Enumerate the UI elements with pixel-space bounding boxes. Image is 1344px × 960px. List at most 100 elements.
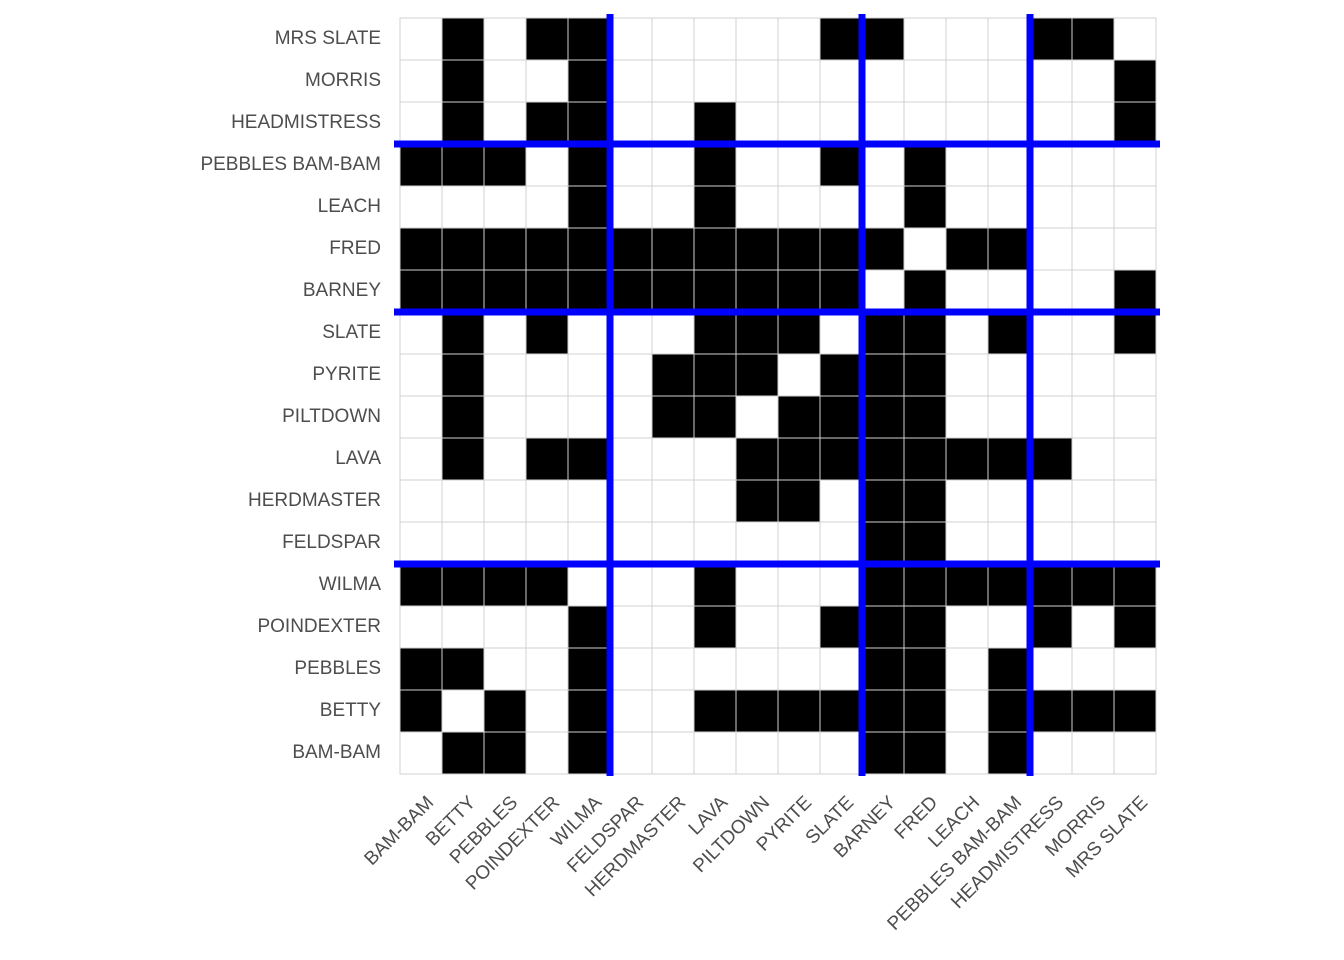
cell <box>651 395 695 439</box>
cell <box>1113 269 1157 313</box>
cell <box>987 59 1031 103</box>
cell <box>693 227 737 271</box>
cell <box>819 521 863 565</box>
cell <box>525 731 569 775</box>
cell <box>1071 143 1115 187</box>
cell <box>441 479 485 523</box>
cell <box>441 185 485 229</box>
cell <box>525 479 569 523</box>
cell <box>735 521 779 565</box>
cell <box>1029 437 1073 481</box>
cell <box>1029 101 1073 145</box>
cell <box>861 17 905 61</box>
cell <box>651 605 695 649</box>
y-tick-label: FELDSPAR <box>282 532 381 553</box>
cell <box>987 101 1031 145</box>
cell <box>861 143 905 187</box>
cell <box>651 353 695 397</box>
cell <box>441 17 485 61</box>
cell <box>903 101 947 145</box>
cell <box>1113 605 1157 649</box>
cell <box>777 311 821 355</box>
cell <box>1029 227 1073 271</box>
cell <box>987 269 1031 313</box>
cell <box>483 731 527 775</box>
cell <box>735 353 779 397</box>
cell <box>1071 311 1115 355</box>
cell <box>525 395 569 439</box>
cell <box>609 269 653 313</box>
cell <box>441 689 485 733</box>
cell <box>903 143 947 187</box>
cell <box>651 59 695 103</box>
cell <box>735 227 779 271</box>
cell <box>945 647 989 691</box>
cell <box>693 479 737 523</box>
cell <box>1071 605 1115 649</box>
cell <box>567 479 611 523</box>
cell <box>525 311 569 355</box>
cell <box>399 731 443 775</box>
cell <box>861 353 905 397</box>
cell <box>651 437 695 481</box>
cell <box>567 353 611 397</box>
cell <box>777 605 821 649</box>
cell <box>861 185 905 229</box>
cell <box>651 143 695 187</box>
cell <box>693 59 737 103</box>
cell <box>735 311 779 355</box>
cell <box>399 227 443 271</box>
y-tick-label: PILTDOWN <box>282 406 381 427</box>
cell <box>1113 563 1157 607</box>
cell <box>567 269 611 313</box>
cell <box>735 101 779 145</box>
cell <box>945 731 989 775</box>
cell <box>903 227 947 271</box>
cell <box>483 185 527 229</box>
cell <box>945 437 989 481</box>
cell <box>1071 185 1115 229</box>
cell <box>1029 731 1073 775</box>
cell <box>903 269 947 313</box>
cell <box>441 101 485 145</box>
cell <box>567 521 611 565</box>
cell <box>609 59 653 103</box>
y-tick-label: BETTY <box>320 700 382 721</box>
cell <box>903 521 947 565</box>
cell <box>735 479 779 523</box>
cell <box>567 101 611 145</box>
cell <box>1113 437 1157 481</box>
cell <box>567 311 611 355</box>
cell <box>693 689 737 733</box>
cell <box>1113 311 1157 355</box>
cell <box>609 311 653 355</box>
cell <box>1071 17 1115 61</box>
cell <box>903 59 947 103</box>
cell <box>819 269 863 313</box>
cell <box>567 731 611 775</box>
cell <box>441 647 485 691</box>
cell <box>567 227 611 271</box>
cell <box>903 647 947 691</box>
cell <box>819 605 863 649</box>
cell <box>861 563 905 607</box>
cell <box>651 689 695 733</box>
cell <box>987 647 1031 691</box>
cell <box>777 563 821 607</box>
cell <box>735 605 779 649</box>
cell <box>819 185 863 229</box>
cell <box>1029 395 1073 439</box>
cell <box>609 353 653 397</box>
cell <box>987 521 1031 565</box>
cell <box>441 395 485 439</box>
cell <box>567 17 611 61</box>
cell <box>1029 185 1073 229</box>
cell <box>399 563 443 607</box>
cell <box>567 689 611 733</box>
cell <box>651 185 695 229</box>
cell <box>693 101 737 145</box>
cell <box>609 521 653 565</box>
cell <box>987 17 1031 61</box>
cell <box>819 17 863 61</box>
y-tick-label: HEADMISTRESS <box>231 112 381 133</box>
